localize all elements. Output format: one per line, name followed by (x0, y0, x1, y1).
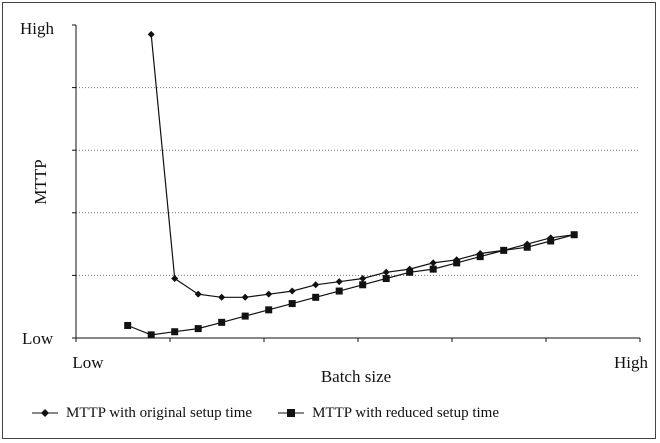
point-s1-8 (335, 278, 343, 286)
x-tick-label-high: High (614, 353, 649, 372)
point-s1-2 (194, 290, 202, 298)
point-s1-3 (218, 293, 226, 301)
axes (72, 24, 641, 342)
y-tick-label-low: Low (22, 329, 54, 348)
point-s1-7 (312, 281, 320, 289)
point-s2-3 (194, 325, 202, 333)
point-s2-7 (288, 300, 296, 308)
point-s2-0 (124, 321, 132, 329)
series-line-1 (150, 34, 575, 298)
point-s2-12 (406, 268, 414, 276)
point-s2-18 (547, 237, 555, 245)
point-s2-17 (523, 243, 531, 251)
legend-item-original: MTTP with original setup time (30, 405, 252, 422)
point-s2-1 (147, 331, 155, 339)
point-s2-4 (218, 318, 226, 326)
point-s2-10 (359, 281, 367, 289)
x-tick-label-low: Low (72, 353, 104, 372)
series-1 (147, 30, 578, 301)
legend-swatch-square (278, 409, 305, 417)
point-s1-0 (147, 30, 155, 38)
point-s1-4 (241, 293, 249, 301)
y-tick-label-high: High (20, 19, 55, 38)
point-s1-6 (288, 287, 296, 295)
series-layer (124, 30, 578, 339)
series-2 (124, 231, 578, 339)
line-chart: High Low Low High Batch size MTTP (20, 19, 649, 386)
chart-frame (2, 2, 656, 439)
point-s1-5 (265, 290, 273, 298)
x-axis-label: Batch size (321, 367, 391, 386)
point-s2-11 (382, 275, 390, 283)
point-s2-16 (500, 246, 508, 254)
point-s1-12 (429, 259, 437, 267)
point-s1-10 (382, 268, 390, 276)
point-s2-9 (335, 287, 343, 295)
series-line-2 (127, 234, 575, 336)
legend-label-original: MTTP with original setup time (66, 404, 253, 421)
point-s2-6 (265, 306, 273, 314)
point-s1-9 (359, 275, 367, 283)
legend-label-reduced: MTTP with reduced setup time (312, 404, 500, 421)
point-s2-14 (453, 259, 461, 267)
point-s1-1 (171, 275, 179, 283)
point-s2-13 (429, 265, 437, 273)
point-s2-2 (171, 328, 179, 336)
legend-swatch-diamond (32, 409, 58, 417)
point-s2-8 (312, 293, 320, 301)
grid-lines (76, 87, 640, 276)
point-s2-19 (570, 231, 578, 239)
point-s2-15 (476, 253, 484, 261)
y-axis-label: MTTP (31, 159, 50, 204)
legend-item-reduced: MTTP with reduced setup time (276, 405, 499, 422)
legend: MTTP with original setup time MTTP with … (30, 398, 650, 428)
point-s2-5 (241, 312, 249, 320)
